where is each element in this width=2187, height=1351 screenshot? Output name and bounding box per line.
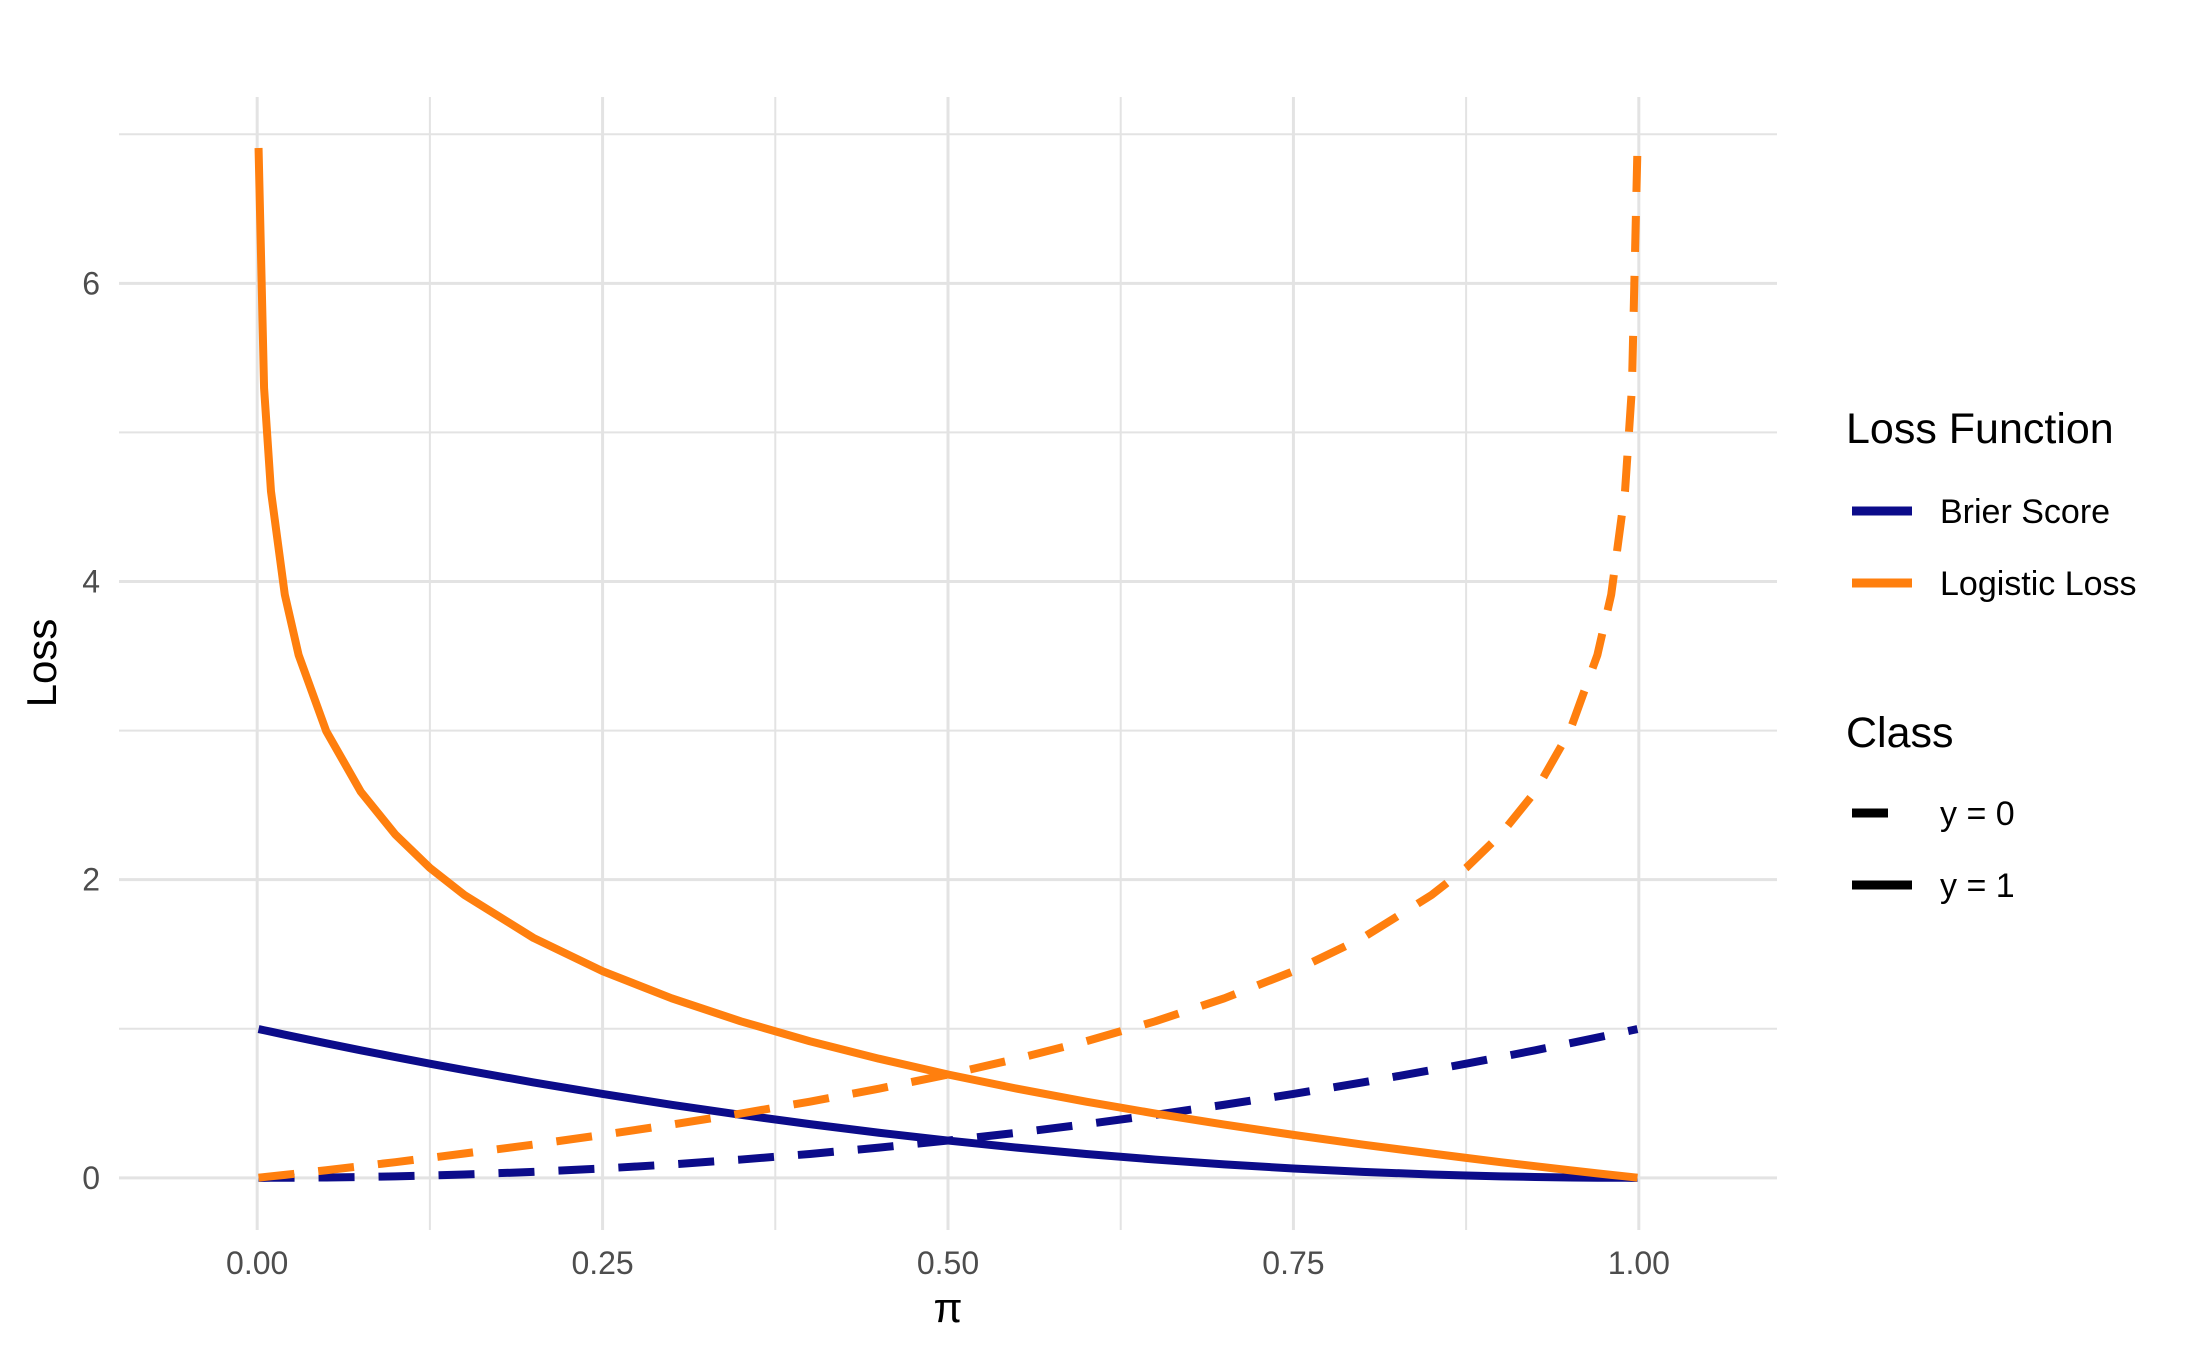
x-axis-tick-labels: 0.00 0.25 0.50 0.75 1.00 — [226, 1245, 1670, 1281]
x-tick-label: 0.25 — [571, 1245, 633, 1281]
legend-label-y1: y = 1 — [1940, 867, 2015, 905]
y-tick-label: 0 — [82, 1160, 100, 1196]
legend-label-y0: y = 0 — [1940, 795, 2015, 833]
series-line-logistic-loss-y0 — [258, 147, 1642, 1182]
y-axis-title: Loss — [18, 619, 65, 708]
y-tick-label: 4 — [82, 564, 100, 600]
legend-label-logistic-loss: Logistic Loss — [1940, 565, 2137, 603]
legend-title-class: Class — [1846, 709, 1954, 757]
legend-label-brier-score: Brier Score — [1940, 493, 2110, 531]
legend-title-loss-function: Loss Function — [1846, 405, 2114, 453]
series-lines — [254, 147, 1642, 1182]
x-axis-title: π — [934, 1284, 963, 1331]
y-tick-label: 6 — [82, 265, 100, 301]
y-axis-tick-labels: 0 2 4 6 — [82, 265, 100, 1195]
legend-class: Class y = 0 y = 1 — [1846, 709, 2015, 905]
y-tick-label: 2 — [82, 862, 100, 898]
legend-loss-function: Loss Function Brier Score Logistic Loss — [1846, 405, 2137, 603]
x-tick-label: 0.50 — [917, 1245, 979, 1281]
series-line-logistic-loss-y1 — [254, 147, 1638, 1182]
major-gridlines — [119, 97, 1777, 1230]
x-tick-label: 0.75 — [1262, 1245, 1324, 1281]
series-line-brier-score-y1 — [257, 1025, 1638, 1182]
x-tick-label: 0.00 — [226, 1245, 288, 1281]
x-tick-label: 1.00 — [1608, 1245, 1670, 1281]
